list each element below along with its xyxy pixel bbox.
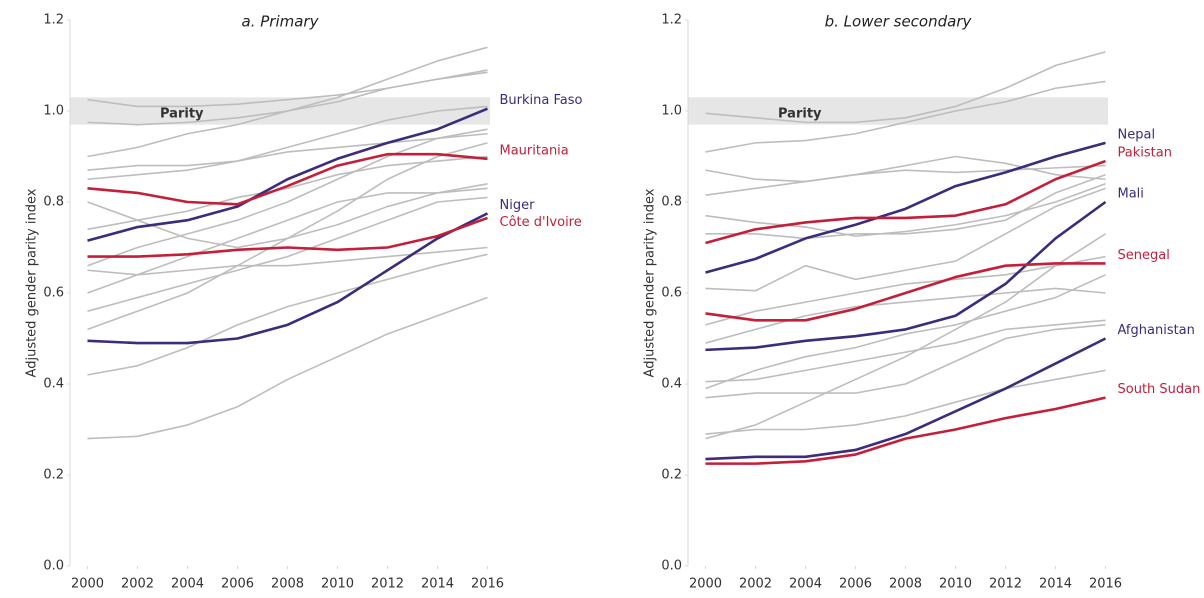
- x-tick-label: 2006: [221, 577, 254, 592]
- country-line: [705, 155, 1106, 183]
- country-line: [705, 51, 1106, 124]
- highlight-line: [87, 107, 488, 242]
- highlight-line: [705, 396, 1106, 465]
- y-tick-label: 0.2: [661, 468, 682, 483]
- highlight-line: [87, 152, 488, 206]
- country-line: [705, 233, 1106, 440]
- country-line: [87, 183, 488, 249]
- series-label: Afghanistan: [1118, 323, 1195, 338]
- y-tick-label: 0.8: [43, 195, 64, 210]
- x-tick-label: 2008: [271, 577, 304, 592]
- x-tick-label: 2004: [171, 577, 204, 592]
- y-tick-label: 0.6: [43, 286, 64, 301]
- y-tick-label: 1.2: [661, 13, 682, 28]
- country-line: [87, 196, 488, 312]
- x-tick-label: 2000: [71, 577, 104, 592]
- country-line: [705, 187, 1106, 292]
- x-tick-label: 2010: [939, 577, 972, 592]
- x-tick-label: 2012: [989, 577, 1022, 592]
- series-label: Nepal: [1118, 127, 1156, 142]
- x-tick-label: 2002: [121, 577, 154, 592]
- x-tick-label: 2016: [1089, 577, 1122, 592]
- highlight-line: [705, 262, 1106, 322]
- series-label: Mauritania: [500, 143, 569, 158]
- series-label: Mali: [1118, 187, 1144, 202]
- x-tick-label: 2012: [371, 577, 404, 592]
- highlight-line: [705, 141, 1106, 274]
- x-tick-label: 2000: [689, 577, 722, 592]
- country-line: [705, 80, 1106, 153]
- country-line: [87, 142, 488, 331]
- y-tick-label: 1.0: [43, 104, 64, 119]
- country-line: [705, 274, 1106, 390]
- x-tick-label: 2002: [739, 577, 772, 592]
- chart-title: b. Lower secondary: [825, 13, 973, 31]
- country-line: [87, 128, 488, 267]
- series-label: Pakistan: [1118, 146, 1172, 161]
- country-line: [87, 296, 488, 440]
- country-line: [87, 105, 488, 181]
- series-label: Senegal: [1118, 248, 1170, 263]
- country-line: [705, 369, 1106, 435]
- series-label: Côte d'Ivoire: [500, 215, 582, 230]
- y-tick-label: 1.0: [661, 104, 682, 119]
- y-axis-label: Adjusted gender parity index: [25, 188, 40, 377]
- x-tick-label: 2010: [321, 577, 354, 592]
- x-tick-label: 2014: [1039, 577, 1072, 592]
- country-line: [705, 183, 1106, 237]
- x-tick-label: 2004: [789, 577, 822, 592]
- y-tick-label: 0.0: [43, 559, 64, 574]
- highlight-line: [87, 212, 489, 345]
- highlight-line: [87, 216, 488, 258]
- x-tick-label: 2014: [421, 577, 454, 592]
- parity-band: [688, 97, 1108, 125]
- parity-band: [70, 97, 490, 125]
- country-line: [705, 164, 1106, 196]
- x-tick-label: 2006: [839, 577, 872, 592]
- y-tick-label: 1.2: [43, 13, 64, 28]
- y-tick-label: 0.0: [661, 559, 682, 574]
- highlight-line: [705, 159, 1106, 245]
- y-tick-label: 0.4: [43, 377, 64, 392]
- country-line: [705, 255, 1106, 326]
- series-label: Burkina Faso: [500, 93, 583, 108]
- y-tick-label: 0.8: [661, 195, 682, 210]
- series-label: South Sudan: [1118, 382, 1201, 397]
- country-line: [87, 253, 488, 376]
- country-line: [705, 173, 1106, 240]
- country-line: [705, 319, 1106, 383]
- parity-label: Parity: [778, 107, 822, 122]
- country-line: [87, 71, 488, 108]
- chart-title: a. Primary: [242, 13, 320, 31]
- y-axis-label: Adjusted gender parity index: [643, 188, 658, 377]
- x-tick-label: 2008: [889, 577, 922, 592]
- y-tick-label: 0.4: [661, 377, 682, 392]
- parity-label: Parity: [160, 107, 204, 122]
- y-tick-label: 0.2: [43, 468, 64, 483]
- country-line: [87, 132, 488, 171]
- country-line: [87, 246, 488, 276]
- highlight-line: [705, 200, 1107, 352]
- series-label: Niger: [500, 198, 536, 213]
- country-line: [87, 155, 488, 231]
- highlight-line: [705, 337, 1107, 461]
- country-line: [705, 324, 1106, 399]
- country-line: [705, 287, 1106, 344]
- x-tick-label: 2016: [471, 577, 504, 592]
- y-tick-label: 0.6: [661, 286, 682, 301]
- country-line: [87, 187, 488, 294]
